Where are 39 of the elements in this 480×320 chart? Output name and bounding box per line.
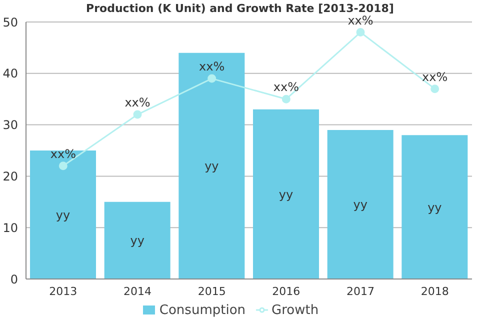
data-label: xx%: [273, 80, 299, 94]
bar: [327, 130, 394, 279]
y-tick-label: 10: [2, 220, 18, 235]
y-tick-label: 40: [2, 66, 18, 81]
y-tick-label: 20: [2, 169, 18, 184]
bar: [402, 135, 468, 279]
bar: [253, 109, 319, 279]
chart-title: Production (K Unit) and Growth Rate [2013-2018]: [85, 2, 395, 15]
bar: [104, 202, 170, 279]
x-tick-label: 2015: [198, 284, 226, 298]
legend-label: Consumption: [159, 303, 246, 318]
y-tick-label: 0: [10, 272, 18, 286]
data-label: xx%: [50, 146, 76, 161]
y-tick-label: 50: [2, 15, 18, 30]
data-label: yy: [353, 198, 368, 212]
bar: [178, 52, 245, 279]
y-tick-label: 30: [2, 118, 18, 132]
data-label: yy: [130, 234, 144, 248]
bar: [30, 150, 96, 279]
data-label: yy: [56, 208, 70, 222]
data-label: yy: [204, 159, 219, 174]
data-label: xx%: [348, 13, 374, 28]
point: [208, 74, 216, 83]
point: [430, 84, 440, 94]
data-label: xx%: [422, 70, 448, 84]
x-tick-label: 2014: [124, 284, 152, 298]
data-label: xx%: [199, 60, 225, 74]
x-tick-label: 2013: [49, 284, 78, 298]
point: [58, 162, 68, 170]
point: [356, 28, 365, 37]
x-tick-label: 2016: [272, 284, 300, 298]
data-label: yy: [278, 187, 294, 202]
data-label: xx%: [124, 96, 150, 110]
x-tick-label: 2017: [346, 284, 374, 298]
legend-label: Growth: [272, 303, 319, 318]
point: [282, 94, 290, 104]
point: [133, 110, 142, 119]
x-tick-label: 2018: [420, 284, 449, 298]
data-label: yy: [428, 200, 442, 214]
